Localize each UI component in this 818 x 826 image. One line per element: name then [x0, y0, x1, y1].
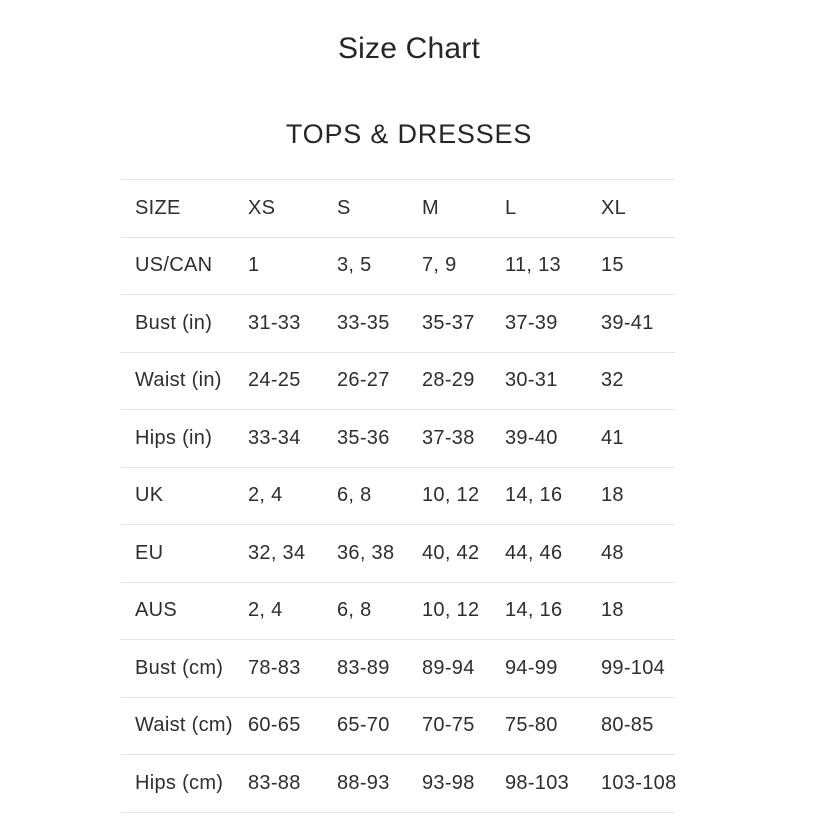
row-label: Waist (cm): [135, 714, 233, 737]
table-cell: 94-99: [505, 656, 558, 679]
table-cell: 36, 38: [337, 541, 395, 564]
section-title-tops-dresses: TOPS & DRESSES: [285, 119, 533, 149]
table-cell: 10, 12: [422, 599, 480, 622]
table-cell: 89-94: [422, 656, 475, 679]
row-label: Bust (cm): [135, 656, 224, 679]
table-cell: 83-89: [337, 656, 390, 679]
table-cell: 28-29: [422, 369, 475, 392]
table-cell: 26-27: [337, 369, 390, 392]
table-cell: 80-85: [601, 714, 654, 737]
column-header-size: SIZE: [135, 196, 181, 219]
table-cell: 75-80: [505, 714, 558, 737]
table-row-bust-cm: Bust (cm) 78-83 83-89 89-94 94-99 99-104: [121, 640, 675, 698]
table-cell: 2, 4: [248, 599, 283, 622]
table-row-waist-cm: Waist (cm) 60-65 65-70 70-75 75-80 80-85: [121, 698, 675, 755]
table-cell: 1: [248, 254, 260, 277]
column-header-xl: XL: [601, 196, 627, 219]
table-cell: 7, 9: [422, 254, 457, 277]
table-cell: 60-65: [248, 714, 301, 737]
table-cell: 14, 16: [505, 599, 563, 622]
table-cell: 14, 16: [505, 484, 563, 507]
table-cell: 78-83: [248, 656, 301, 679]
table-cell: 6, 8: [337, 484, 372, 507]
table-cell: 6, 8: [337, 599, 372, 622]
table-cell: 11, 13: [505, 254, 561, 277]
table-cell: 30-31: [505, 369, 558, 392]
table-row-hips-cm: Hips (cm) 83-88 88-93 93-98 98-103 103-1…: [121, 755, 677, 813]
table-cell: 41: [601, 426, 624, 449]
table-cell: 37-39: [505, 311, 558, 334]
table-cell: 39-40: [505, 426, 558, 449]
column-header-s: S: [337, 196, 351, 219]
row-label: Bust (in): [135, 311, 213, 334]
table-cell: 18: [601, 484, 624, 507]
table-cell: 65-70: [337, 714, 390, 737]
table-row-uk: UK 2, 4 6, 8 10, 12 14, 16 18: [121, 468, 675, 525]
table-cell: 39-41: [601, 311, 654, 334]
table-cell: 33-35: [337, 311, 390, 334]
table-header-row: SIZE XS S M L XL: [121, 180, 675, 238]
table-cell: 88-93: [337, 771, 390, 794]
table-cell: 40, 42: [422, 541, 480, 564]
table-cell: 83-88: [248, 771, 301, 794]
table-cell: 35-37: [422, 311, 475, 334]
row-label: EU: [135, 541, 164, 564]
table-row-hips-in: Hips (in) 33-34 35-36 37-38 39-40 41: [121, 410, 675, 468]
table-cell: 32: [601, 369, 624, 392]
column-header-l: L: [505, 196, 517, 219]
page-title: Size Chart: [337, 32, 481, 65]
table-cell: 31-33: [248, 311, 301, 334]
table-cell: 15: [601, 254, 624, 277]
table-cell: 44, 46: [505, 541, 563, 564]
table-cell: 103-108: [601, 771, 677, 794]
table-cell: 93-98: [422, 771, 475, 794]
table-cell: 24-25: [248, 369, 301, 392]
table-cell: 70-75: [422, 714, 475, 737]
table-row-bust-in: Bust (in) 31-33 33-35 35-37 37-39 39-41: [121, 295, 675, 353]
row-label: AUS: [135, 599, 178, 622]
size-table: SIZE XS S M L XL US/CAN 1 3, 5 7, 9 11, …: [121, 179, 677, 813]
table-row-waist-in: Waist (in) 24-25 26-27 28-29 30-31 32: [121, 353, 675, 410]
table-row-eu: EU 32, 34 36, 38 40, 42 44, 46 48: [121, 525, 675, 583]
table-cell: 35-36: [337, 426, 390, 449]
table-cell: 37-38: [422, 426, 475, 449]
table-cell: 2, 4: [248, 484, 283, 507]
row-label: UK: [135, 484, 164, 507]
table-cell: 3, 5: [337, 254, 372, 277]
table-cell: 10, 12: [422, 484, 480, 507]
table-row-us-can: US/CAN 1 3, 5 7, 9 11, 13 15: [121, 238, 675, 295]
row-label: Hips (in): [135, 426, 213, 449]
row-label: Hips (cm): [135, 771, 224, 794]
table-cell: 32, 34: [248, 541, 306, 564]
row-label: US/CAN: [135, 254, 213, 277]
table-cell: 99-104: [601, 656, 666, 679]
column-header-xs: XS: [248, 196, 276, 219]
table-row-aus: AUS 2, 4 6, 8 10, 12 14, 16 18: [121, 583, 675, 640]
table-cell: 48: [601, 541, 624, 564]
table-cell: 98-103: [505, 771, 570, 794]
column-header-m: M: [422, 196, 439, 219]
row-label: Waist (in): [135, 369, 222, 392]
table-cell: 18: [601, 599, 624, 622]
table-cell: 33-34: [248, 426, 301, 449]
